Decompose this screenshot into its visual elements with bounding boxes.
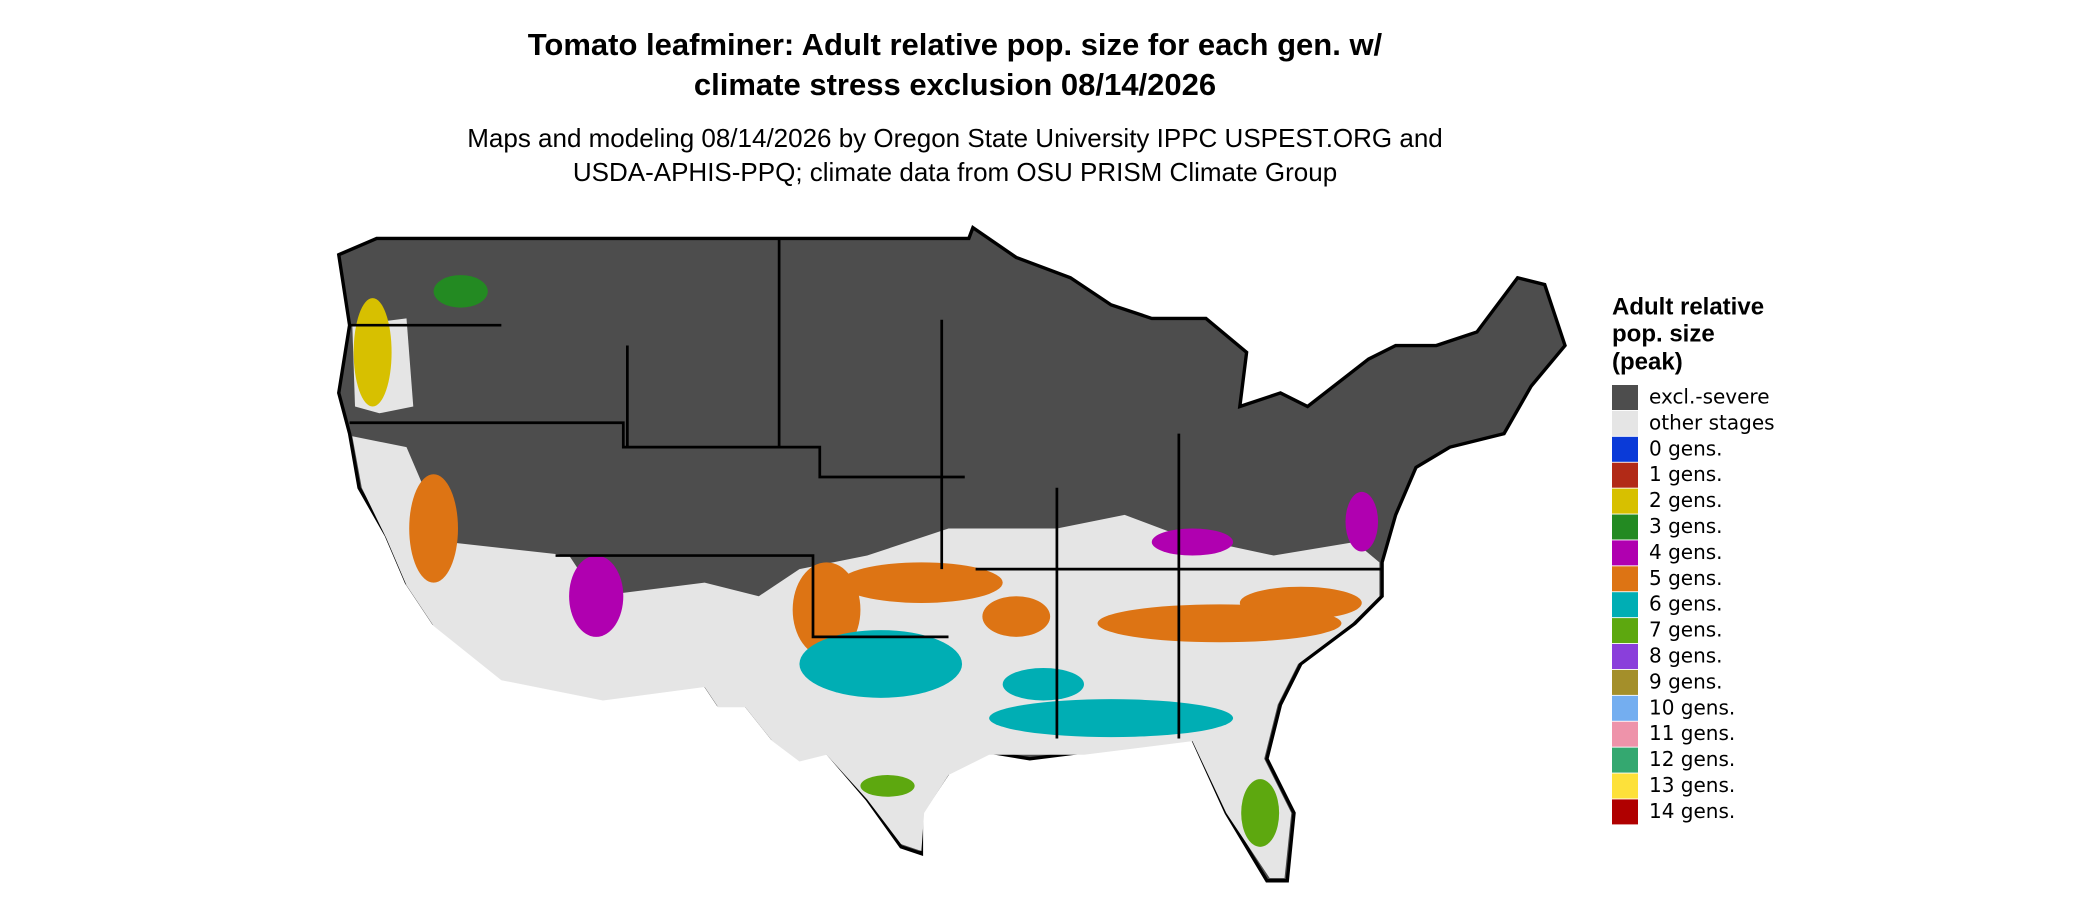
- patch: [1345, 491, 1379, 552]
- legend-label: 3 gens.: [1649, 514, 1723, 538]
- legend-swatch: [1612, 566, 1638, 592]
- legend-swatch: [1612, 799, 1638, 825]
- patch: [799, 630, 963, 698]
- border: [555, 554, 949, 639]
- legend-swatch: [1612, 462, 1638, 488]
- patch: [569, 555, 624, 637]
- legend-swatch: [1612, 436, 1638, 462]
- legend-swatch: [1612, 410, 1638, 436]
- legend-swatch: [1612, 385, 1638, 410]
- legend-swatch: [1612, 669, 1638, 695]
- legend-label: 11 gens.: [1649, 721, 1735, 745]
- patch: [409, 474, 458, 583]
- legend-label: 12 gens.: [1649, 747, 1735, 771]
- subtitle: Maps and modeling 08/14/2026 by Oregon S…: [467, 123, 1443, 153]
- legend-label: 10 gens.: [1649, 695, 1735, 719]
- legend-label: 13 gens.: [1649, 773, 1735, 797]
- patch: [1151, 528, 1234, 556]
- state-borders: [349, 238, 1383, 739]
- patch: [433, 275, 488, 308]
- subtitle: USDA-APHIS-PPQ; climate data from OSU PR…: [573, 157, 1337, 187]
- legend-swatch: [1612, 488, 1638, 514]
- legend-title: Adult relative: [1612, 293, 1764, 320]
- legend-label: excl.-severe: [1649, 385, 1770, 409]
- legend-label: 8 gens.: [1649, 644, 1723, 668]
- patch: [1241, 779, 1280, 847]
- legend-label: 14 gens.: [1649, 799, 1735, 823]
- legend-title: pop. size: [1612, 320, 1715, 347]
- legend-label: 4 gens.: [1649, 540, 1723, 564]
- legend-label: 5 gens.: [1649, 566, 1723, 590]
- legend-swatch: [1612, 644, 1638, 669]
- patch: [1002, 668, 1084, 701]
- legend-swatch: [1612, 618, 1638, 644]
- generation-patches: [353, 275, 1379, 847]
- legend-swatch: [1612, 592, 1638, 618]
- legend-label: 7 gens.: [1649, 618, 1723, 642]
- patch: [989, 699, 1234, 738]
- patch: [860, 775, 915, 797]
- legend-label: 1 gens.: [1649, 462, 1723, 486]
- us-map: [336, 225, 1567, 883]
- legend-swatch: [1612, 773, 1638, 799]
- legend-label: 6 gens.: [1649, 592, 1723, 616]
- legend-label: 9 gens.: [1649, 669, 1723, 693]
- legend-swatch: [1612, 721, 1638, 747]
- title: Tomato leafminer: Adult relative pop. si…: [528, 27, 1383, 62]
- patch: [982, 596, 1051, 637]
- legend-label: other stages: [1649, 410, 1775, 434]
- legend-swatch: [1612, 695, 1638, 721]
- legend-swatch: [1612, 747, 1638, 773]
- legend-title: (peak): [1612, 348, 1683, 375]
- legend-label: 2 gens.: [1649, 488, 1723, 512]
- title: climate stress exclusion 08/14/2026: [694, 67, 1216, 102]
- border: [349, 421, 965, 479]
- legend-swatch: [1612, 514, 1638, 540]
- legend-label: 0 gens.: [1649, 436, 1723, 460]
- legend: Adult relative pop. size (peak) excl.-se…: [1612, 293, 1775, 825]
- patch: [840, 562, 1003, 603]
- patch: [792, 562, 861, 658]
- patch: [353, 298, 392, 407]
- patch: [1239, 586, 1362, 620]
- legend-swatch: [1612, 540, 1638, 566]
